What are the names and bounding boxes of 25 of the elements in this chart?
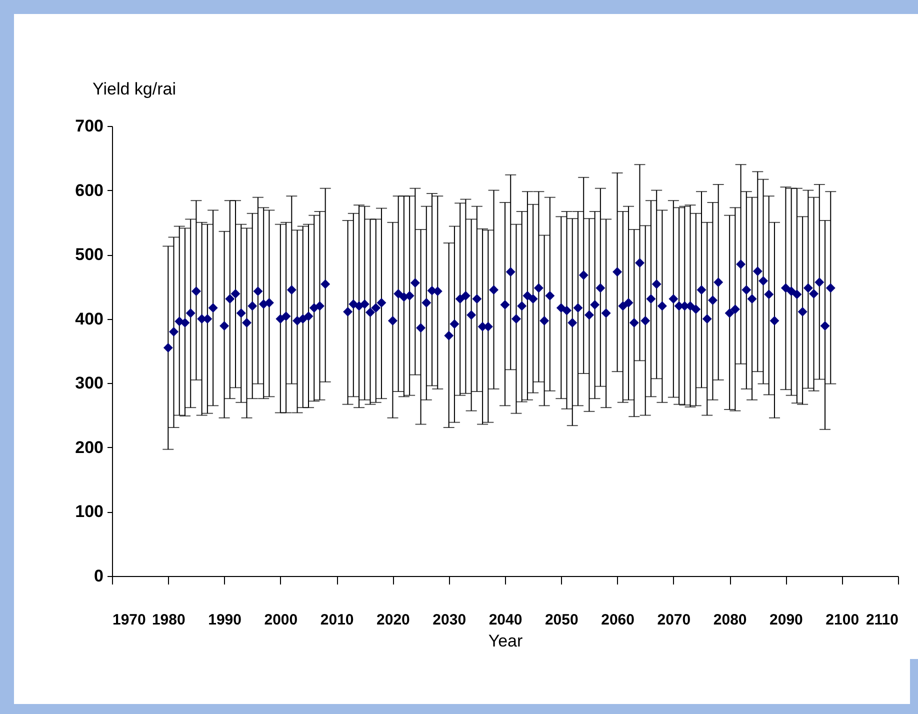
x-tick-label: 2090 bbox=[770, 612, 803, 628]
x-tick-label: 1970 bbox=[112, 612, 146, 628]
x-tick-label: 2050 bbox=[544, 612, 578, 628]
x-tick-label: 2080 bbox=[713, 612, 747, 628]
x-tick-label: 2030 bbox=[432, 612, 466, 628]
y-tick-label: 200 bbox=[75, 438, 104, 457]
x-tick-label: 2110 bbox=[866, 612, 898, 628]
x-tick-label: 2100 bbox=[826, 612, 860, 628]
x-tick-label: 2040 bbox=[488, 612, 522, 628]
y-axis-title: Yield kg/rai bbox=[92, 80, 176, 98]
y-tick-label: 300 bbox=[75, 374, 104, 393]
y-tick-label: 700 bbox=[75, 116, 104, 136]
y-tick-label: 100 bbox=[75, 502, 104, 522]
y-tick-label: 600 bbox=[75, 180, 104, 200]
x-axis-title: Year bbox=[488, 632, 524, 650]
x-tick-label: 2070 bbox=[657, 612, 691, 628]
x-tick-label: 1990 bbox=[208, 612, 242, 628]
x-tick-label: 2010 bbox=[320, 612, 354, 628]
x-tick-label: 1980 bbox=[152, 612, 186, 628]
x-tick-label: 2020 bbox=[376, 612, 410, 628]
x-tick-label: 2060 bbox=[601, 612, 634, 628]
x-tick-label: 2000 bbox=[264, 612, 298, 628]
y-tick-label: 400 bbox=[75, 309, 104, 328]
y-tick-label: 500 bbox=[75, 245, 104, 264]
y-tick-label: 0 bbox=[94, 566, 104, 586]
